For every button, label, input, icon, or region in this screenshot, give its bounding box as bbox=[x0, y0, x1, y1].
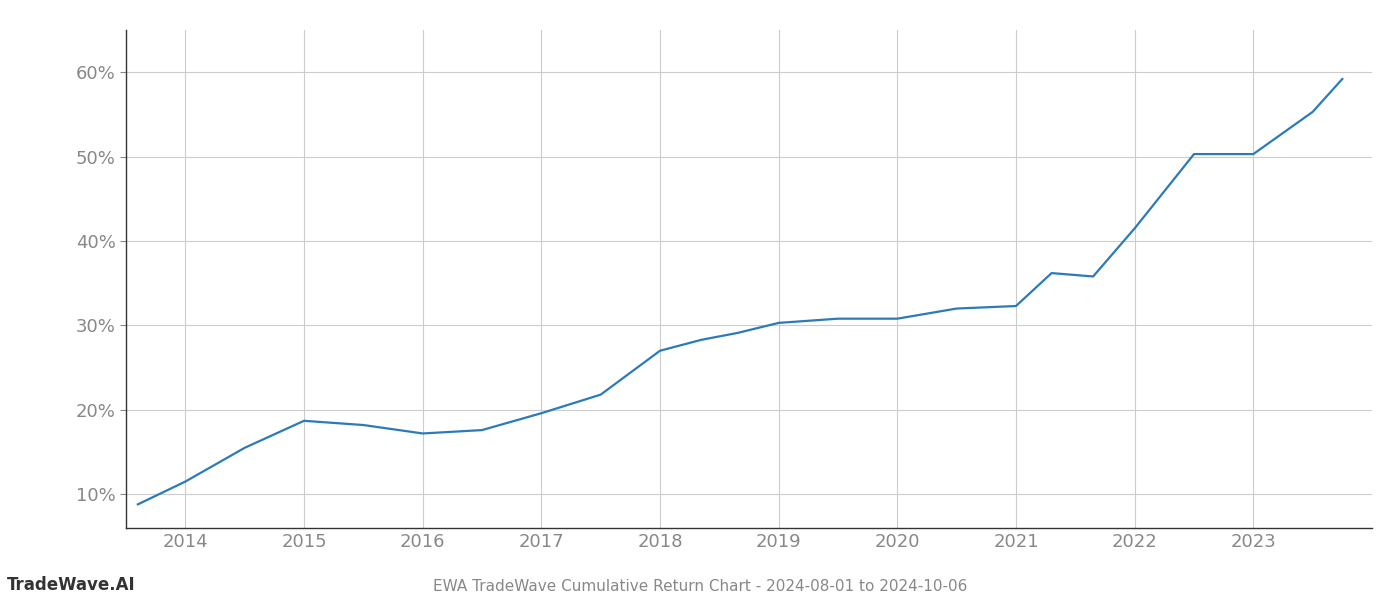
Text: EWA TradeWave Cumulative Return Chart - 2024-08-01 to 2024-10-06: EWA TradeWave Cumulative Return Chart - … bbox=[433, 579, 967, 594]
Text: TradeWave.AI: TradeWave.AI bbox=[7, 576, 136, 594]
